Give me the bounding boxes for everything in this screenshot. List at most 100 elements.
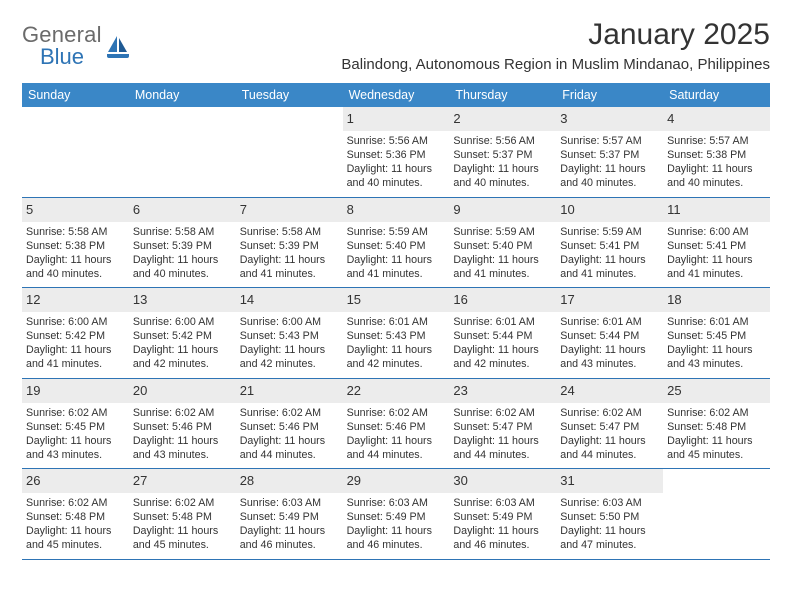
day-number: 25 <box>667 383 681 398</box>
day-details: Sunrise: 5:56 AMSunset: 5:36 PMDaylight:… <box>345 134 446 191</box>
brand-logo: General Blue <box>22 22 131 70</box>
day-number-row: 14 <box>236 288 343 312</box>
sunset-line: Sunset: 5:41 PM <box>667 239 766 253</box>
weekday-header: Tuesday <box>236 83 343 107</box>
sunset-line: Sunset: 5:50 PM <box>560 510 659 524</box>
day-number: 26 <box>26 473 40 488</box>
sunrise-line: Sunrise: 6:03 AM <box>560 496 659 510</box>
sunrise-line: Sunrise: 6:02 AM <box>26 496 125 510</box>
day-number-row <box>236 107 343 113</box>
sunset-line: Sunset: 5:44 PM <box>453 329 552 343</box>
sunrise-line: Sunrise: 6:02 AM <box>667 406 766 420</box>
day-cell: 11Sunrise: 6:00 AMSunset: 5:41 PMDayligh… <box>663 198 770 288</box>
day-cell: 20Sunrise: 6:02 AMSunset: 5:46 PMDayligh… <box>129 379 236 469</box>
day-cell: 17Sunrise: 6:01 AMSunset: 5:44 PMDayligh… <box>556 288 663 378</box>
day-number-row: 28 <box>236 469 343 493</box>
sunset-line: Sunset: 5:44 PM <box>560 329 659 343</box>
day-details: Sunrise: 6:02 AMSunset: 5:45 PMDaylight:… <box>24 406 125 463</box>
daylight-line: Daylight: 11 hours and 41 minutes. <box>347 253 446 281</box>
calendar-page: General Blue January 2025 Balindong, Aut… <box>0 0 792 570</box>
day-number-row: 9 <box>449 198 556 222</box>
day-number-row: 25 <box>663 379 770 403</box>
day-cell: 16Sunrise: 6:01 AMSunset: 5:44 PMDayligh… <box>449 288 556 378</box>
day-details: Sunrise: 6:03 AMSunset: 5:49 PMDaylight:… <box>451 496 552 553</box>
day-number: 12 <box>26 292 40 307</box>
daylight-line: Daylight: 11 hours and 43 minutes. <box>667 343 766 371</box>
day-number-row: 6 <box>129 198 236 222</box>
day-number-row: 18 <box>663 288 770 312</box>
day-number-row: 16 <box>449 288 556 312</box>
day-cell: 30Sunrise: 6:03 AMSunset: 5:49 PMDayligh… <box>449 469 556 559</box>
sunset-line: Sunset: 5:43 PM <box>347 329 446 343</box>
week-row: 1 Sunrise: 5:56 AMSunset: 5:36 PMDaylight… <box>22 107 770 198</box>
day-number: 24 <box>560 383 574 398</box>
sunrise-line: Sunrise: 5:58 AM <box>133 225 232 239</box>
day-details: Sunrise: 6:00 AMSunset: 5:43 PMDaylight:… <box>238 315 339 372</box>
day-cell: 27Sunrise: 6:02 AMSunset: 5:48 PMDayligh… <box>129 469 236 559</box>
sunrise-line: Sunrise: 6:02 AM <box>347 406 446 420</box>
sunset-line: Sunset: 5:43 PM <box>240 329 339 343</box>
day-cell: 14 Sunrise: 6:00 AMSunset: 5:43 PMDayligh… <box>236 288 343 378</box>
day-number-row: 7 <box>236 198 343 222</box>
day-number: 29 <box>347 473 361 488</box>
day-cell: 2Sunrise: 5:56 AMSunset: 5:37 PMDaylight… <box>449 107 556 197</box>
day-cell <box>236 107 343 197</box>
week-row: 12 Sunrise: 6:00 AMSunset: 5:42 PMDayligh… <box>22 288 770 379</box>
day-number: 11 <box>667 202 681 217</box>
daylight-line: Daylight: 11 hours and 46 minutes. <box>453 524 552 552</box>
sunrise-line: Sunrise: 6:02 AM <box>560 406 659 420</box>
day-number-row: 10 <box>556 198 663 222</box>
day-cell: 4Sunrise: 5:57 AMSunset: 5:38 PMDaylight… <box>663 107 770 197</box>
day-number: 2 <box>453 111 460 126</box>
sunset-line: Sunset: 5:39 PM <box>240 239 339 253</box>
sunrise-line: Sunrise: 6:01 AM <box>560 315 659 329</box>
sunrise-line: Sunrise: 6:02 AM <box>240 406 339 420</box>
day-details: Sunrise: 6:02 AMSunset: 5:46 PMDaylight:… <box>238 406 339 463</box>
day-number-row: 27 <box>129 469 236 493</box>
weekday-header: Thursday <box>449 83 556 107</box>
sunrise-line: Sunrise: 6:03 AM <box>240 496 339 510</box>
sunset-line: Sunset: 5:45 PM <box>667 329 766 343</box>
day-cell: 13Sunrise: 6:00 AMSunset: 5:42 PMDayligh… <box>129 288 236 378</box>
day-number-row: 11 <box>663 198 770 222</box>
daylight-line: Daylight: 11 hours and 40 minutes. <box>453 162 552 190</box>
day-number: 3 <box>560 111 567 126</box>
location-subtitle: Balindong, Autonomous Region in Muslim M… <box>341 56 770 73</box>
day-number-row: 29 <box>343 469 450 493</box>
daylight-line: Daylight: 11 hours and 47 minutes. <box>560 524 659 552</box>
day-number: 10 <box>560 202 574 217</box>
day-details: Sunrise: 6:00 AMSunset: 5:42 PMDaylight:… <box>24 315 125 372</box>
weekday-header: Wednesday <box>343 83 450 107</box>
sunrise-line: Sunrise: 6:01 AM <box>667 315 766 329</box>
day-number-row: 12 <box>22 288 129 312</box>
day-number-row: 17 <box>556 288 663 312</box>
day-cell: 29Sunrise: 6:03 AMSunset: 5:49 PMDayligh… <box>343 469 450 559</box>
day-number: 21 <box>240 383 254 398</box>
sunrise-line: Sunrise: 6:02 AM <box>133 496 232 510</box>
daylight-line: Daylight: 11 hours and 40 minutes. <box>560 162 659 190</box>
day-details: Sunrise: 6:01 AMSunset: 5:45 PMDaylight:… <box>665 315 766 372</box>
day-number: 1 <box>347 111 354 126</box>
sunset-line: Sunset: 5:41 PM <box>560 239 659 253</box>
daylight-line: Daylight: 11 hours and 45 minutes. <box>26 524 125 552</box>
day-number-row: 31 <box>556 469 663 493</box>
sunrise-line: Sunrise: 5:58 AM <box>26 225 125 239</box>
daylight-line: Daylight: 11 hours and 41 minutes. <box>240 253 339 281</box>
day-details: Sunrise: 5:57 AMSunset: 5:38 PMDaylight:… <box>665 134 766 191</box>
daylight-line: Daylight: 11 hours and 42 minutes. <box>240 343 339 371</box>
day-details: Sunrise: 5:58 AMSunset: 5:39 PMDaylight:… <box>131 225 232 282</box>
day-details: Sunrise: 5:57 AMSunset: 5:37 PMDaylight:… <box>558 134 659 191</box>
logo-text-block: General Blue <box>22 22 102 70</box>
sunrise-line: Sunrise: 5:58 AM <box>240 225 339 239</box>
day-cell: 26Sunrise: 6:02 AMSunset: 5:48 PMDayligh… <box>22 469 129 559</box>
day-details: Sunrise: 5:59 AMSunset: 5:41 PMDaylight:… <box>558 225 659 282</box>
week-row: 5Sunrise: 5:58 AMSunset: 5:38 PMDaylight… <box>22 198 770 289</box>
day-number-row: 8 <box>343 198 450 222</box>
sunset-line: Sunset: 5:38 PM <box>26 239 125 253</box>
day-details: Sunrise: 6:02 AMSunset: 5:46 PMDaylight:… <box>345 406 446 463</box>
logo-sailboat-icon <box>105 34 131 60</box>
day-cell <box>663 469 770 559</box>
month-title: January 2025 <box>341 18 770 52</box>
day-number-row <box>129 107 236 113</box>
day-number-row: 26 <box>22 469 129 493</box>
